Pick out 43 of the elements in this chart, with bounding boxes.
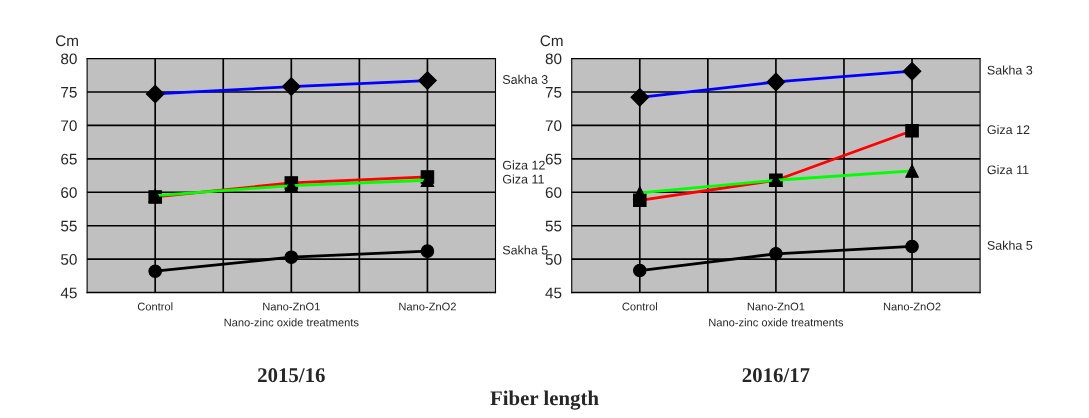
text: Giza 11 xyxy=(502,174,544,184)
point xyxy=(148,264,162,278)
text: Giza 12 xyxy=(987,124,1030,135)
text: 2015/16 xyxy=(258,368,325,383)
y-axis-title: Cm xyxy=(55,35,78,47)
point xyxy=(769,247,783,261)
y-tick-label: 60 xyxy=(545,187,562,198)
x-axis-title: Nano-zinc oxide treatments xyxy=(709,318,844,327)
y-tick-label: 60 xyxy=(61,187,77,198)
x-axis-title: Nano-zinc oxide treatments xyxy=(224,318,359,327)
y-tick-label: 70 xyxy=(545,120,562,132)
y-tick-label: 55 xyxy=(61,220,77,232)
text: Giza 12 xyxy=(502,160,545,170)
y-tick-label: 50 xyxy=(545,254,562,265)
y-tick-label: 50 xyxy=(61,254,77,265)
text: Sakha 5 xyxy=(987,240,1033,250)
y-tick-label: 45 xyxy=(60,287,77,299)
x-tick-label: Control xyxy=(622,302,657,311)
point xyxy=(420,244,435,258)
y-tick-label: 75 xyxy=(61,86,77,98)
point xyxy=(905,239,919,254)
y-tick-label: 75 xyxy=(545,86,562,98)
y-tick-label: 80 xyxy=(61,53,77,65)
x-tick-label: Nano-ZnO1 xyxy=(263,302,320,311)
x-tick-label: Nano-ZnO2 xyxy=(883,302,941,311)
y-tick-label: 55 xyxy=(545,220,562,232)
y-tick-label: 45 xyxy=(545,287,562,299)
point xyxy=(284,250,299,264)
x-tick-label: Control xyxy=(137,302,173,311)
text: Giza 11 xyxy=(987,165,1029,175)
x-tick-label: Nano-ZnO1 xyxy=(747,302,805,311)
text: Sakha 5 xyxy=(502,245,548,255)
text: Sakha 3 xyxy=(502,74,548,84)
y-tick-label: 65 xyxy=(545,153,562,165)
y-tick-label: 80 xyxy=(545,53,562,65)
point xyxy=(633,263,647,278)
y-tick-label: 70 xyxy=(61,120,77,132)
x-tick-label: Nano-ZnO2 xyxy=(399,302,456,311)
text: 2016/17 xyxy=(742,368,810,383)
y-tick-label: 65 xyxy=(61,153,77,165)
text: Sakha 3 xyxy=(987,65,1033,75)
text: Fiber length xyxy=(490,390,599,410)
y-axis-title: Cm xyxy=(540,35,563,47)
